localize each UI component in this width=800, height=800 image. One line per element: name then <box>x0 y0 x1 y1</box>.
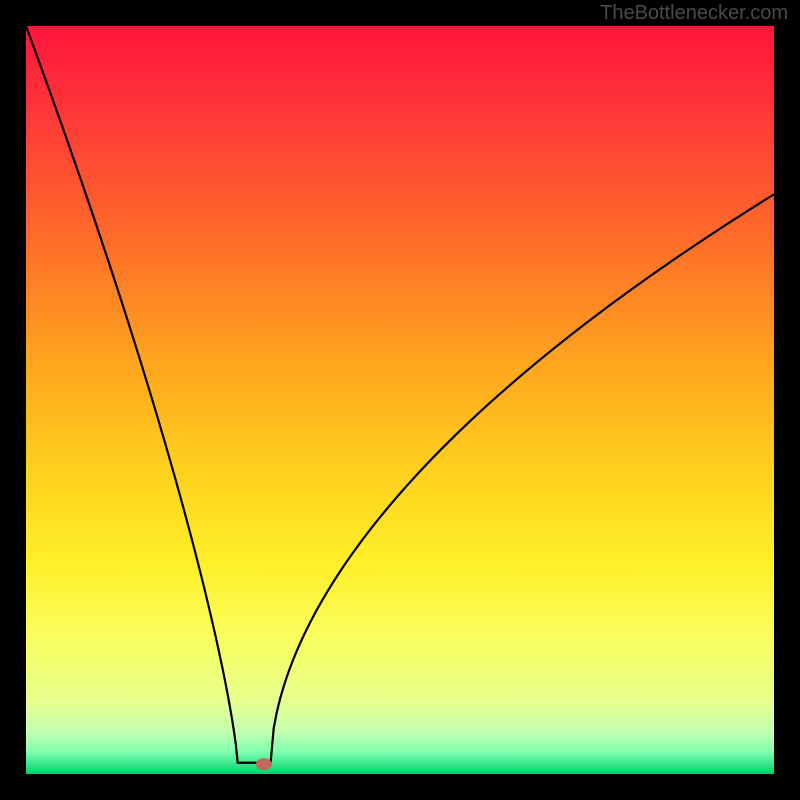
watermark-text: TheBottlenecker.com <box>600 2 788 25</box>
plot-background <box>26 26 774 774</box>
chart-container: TheBottlenecker.com <box>0 0 800 800</box>
optimal-point-marker <box>256 758 272 770</box>
bottleneck-chart <box>0 0 800 800</box>
